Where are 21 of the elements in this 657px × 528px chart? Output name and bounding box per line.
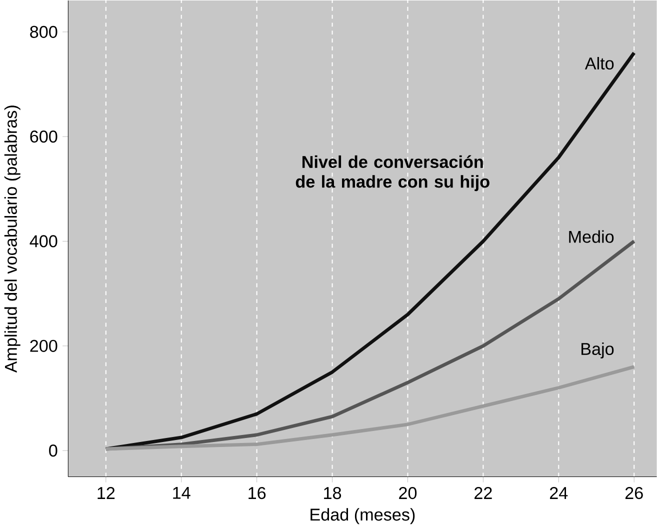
series-label: Bajo — [582, 342, 614, 358]
x-axis-title: Edad (meses) — [310, 508, 415, 524]
line-series — [104, 50, 636, 450]
x-tick-label: 16 — [248, 486, 266, 499]
x-tick-label: 22 — [474, 486, 492, 499]
y-tick-label: 0 — [49, 444, 58, 456]
series-label: Medio — [569, 230, 614, 243]
y-tick-label: 400 — [30, 234, 58, 248]
x-tick-label: 26 — [625, 486, 643, 499]
line-series — [104, 364, 636, 450]
annotation: Nivel de conversación de la madre con su hijo — [296, 155, 490, 191]
y-tick-label: 200 — [30, 340, 58, 352]
x-tick-label: 14 — [173, 486, 190, 499]
y-axis-title: Amplitud del vocabulario (palabras) — [4, 105, 20, 372]
x-tick-label: 18 — [324, 486, 342, 499]
y-tick-label: 600 — [30, 130, 58, 142]
x-tick-label: 24 — [550, 486, 568, 499]
x-tick-label: 12 — [98, 486, 115, 499]
y-tick-label: 800 — [30, 26, 58, 38]
series-label: Alto — [584, 56, 614, 70]
x-tick-label: 20 — [399, 486, 417, 499]
